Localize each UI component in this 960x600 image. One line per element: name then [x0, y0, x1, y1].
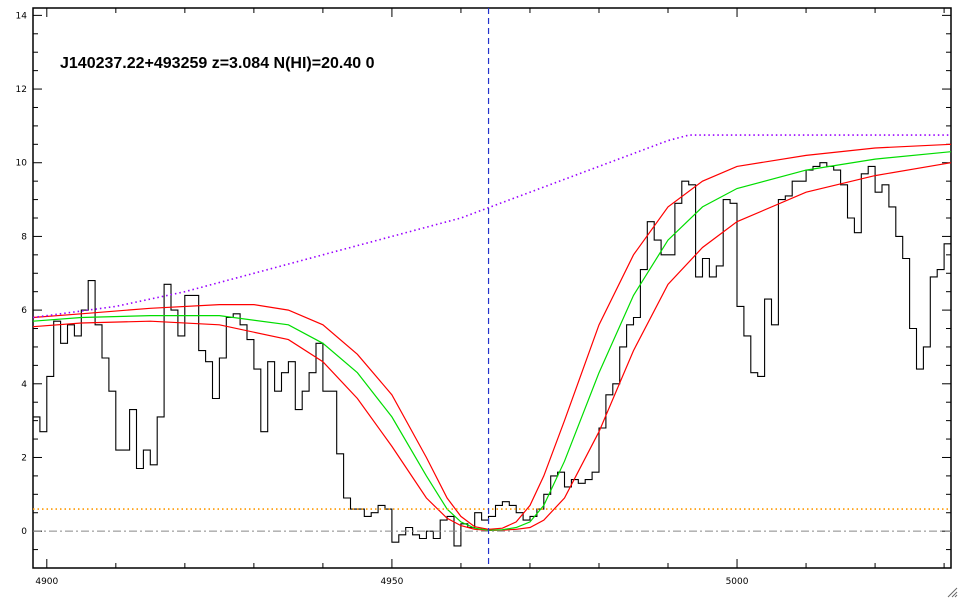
- y-tick-label: 14: [16, 11, 28, 21]
- x-tick-label: 5000: [726, 577, 749, 587]
- y-tick-label: 6: [21, 306, 27, 316]
- series-layer: [32, 134, 952, 547]
- y-axis-ticks: 0 2 4 6 8 10 12 14: [16, 11, 951, 551]
- x-tick-label: 4900: [35, 577, 58, 587]
- y-tick-label: 10: [16, 159, 28, 169]
- y-tick-label: 12: [16, 85, 27, 95]
- x-axis-ticks: 4900 4950 5000: [35, 8, 945, 587]
- y-tick-label: 2: [21, 453, 27, 463]
- plot-frame: [32, 7, 952, 569]
- flux-histogram: [33, 162, 951, 547]
- model-curve-2: [32, 151, 952, 531]
- y-tick-label: 0: [21, 527, 27, 537]
- model-curve-1: [32, 162, 952, 532]
- plot-title: J140237.22+493259 z=3.084 N(HI)=20.40 0: [60, 55, 375, 72]
- dotted-series-4: [32, 134, 951, 319]
- resize-grip-icon[interactable]: [946, 586, 958, 598]
- x-tick-label: 4950: [380, 577, 403, 587]
- model-curve-3: [32, 143, 952, 530]
- y-tick-label: 4: [21, 380, 27, 390]
- y-tick-label: 8: [21, 232, 27, 242]
